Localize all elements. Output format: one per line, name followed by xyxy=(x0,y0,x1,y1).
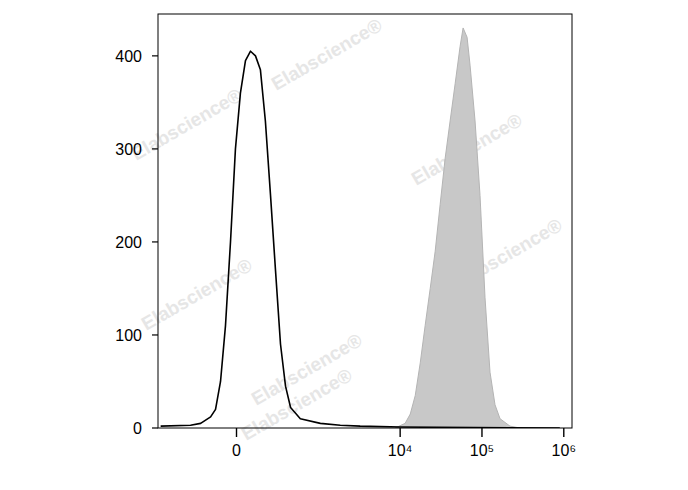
watermark: Elabscience® xyxy=(128,84,246,164)
x-tick xyxy=(563,428,564,437)
frame xyxy=(158,14,572,428)
x-tick xyxy=(481,428,482,437)
y-tick xyxy=(152,241,158,242)
y-tick xyxy=(152,148,158,149)
y-tick-label: 100 xyxy=(115,327,142,344)
x-tick-label: 10⁴ xyxy=(388,442,413,459)
line xyxy=(161,51,560,428)
x-tick-label: 10⁵ xyxy=(470,442,494,459)
x-tick-label: 10⁶ xyxy=(552,442,576,459)
watermark: Elabscience® xyxy=(238,364,356,444)
area xyxy=(395,28,520,428)
watermark: Elabscience® xyxy=(268,14,386,94)
y-tick xyxy=(152,334,158,335)
y-tick-label: 0 xyxy=(133,420,142,437)
chart: Elabscience® Elabscience® Elabscience® Elab… xyxy=(0,0,688,490)
y-tick-label: 200 xyxy=(115,234,142,251)
x-tick xyxy=(399,428,400,437)
y-tick xyxy=(152,427,158,428)
y-tick-label: 400 xyxy=(115,48,142,65)
y-tick xyxy=(152,55,158,56)
x-tick xyxy=(236,428,237,437)
x-tick-label: 0 xyxy=(232,442,241,459)
plot-area xyxy=(161,28,560,428)
watermark: Elabscience® xyxy=(138,254,256,334)
y-tick-label: 300 xyxy=(115,141,142,158)
